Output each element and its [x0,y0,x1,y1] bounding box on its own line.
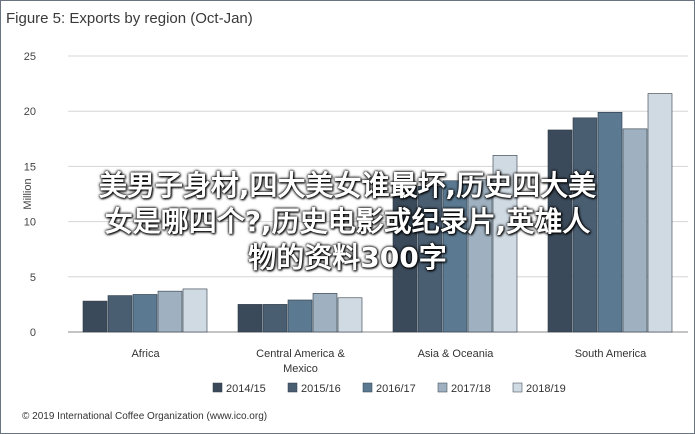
y-axis-label: Million [22,178,34,209]
bar [237,304,263,333]
x-tick-label: Central America & [256,348,345,360]
y-tick-label: 10 [24,217,36,229]
bar [337,297,363,333]
x-tick-label: Mexico [283,363,318,375]
legend-swatch [212,382,223,393]
bar [182,288,208,333]
bar [392,185,418,333]
bar [572,117,598,333]
bar [467,179,493,333]
bar [417,185,443,333]
bar [622,128,648,333]
legend-swatch [362,382,373,393]
y-tick-label: 20 [24,106,36,118]
legend-swatch [512,382,523,393]
legend-swatch [437,382,448,393]
legend-label: 2015/16 [301,383,341,395]
legend-label: 2017/18 [451,383,491,395]
bar [312,293,338,333]
bar [287,299,313,333]
bar [157,290,183,333]
x-tick-label: Asia & Oceania [418,348,495,360]
bar [107,295,133,333]
bar [547,129,573,333]
bar [442,180,468,333]
legend-label: 2014/15 [226,383,266,395]
legend-label: 2018/19 [526,383,566,395]
bar [597,112,623,333]
bar [132,294,158,333]
copyright-credit: © 2019 International Coffee Organization… [22,411,268,422]
x-tick-label: Africa [131,348,160,360]
bar [262,304,288,333]
x-tick-label: South America [575,348,647,360]
bar [647,93,673,333]
legend-label: 2016/17 [376,383,416,395]
bar [492,155,518,333]
chart-title: Figure 5: Exports by region (Oct-Jan) [6,10,253,27]
bar [82,300,108,333]
y-tick-label: 25 [24,51,36,63]
y-tick-label: 5 [30,272,36,284]
y-tick-label: 0 [30,327,36,339]
y-tick-label: 15 [24,161,36,173]
legend-swatch [287,382,298,393]
